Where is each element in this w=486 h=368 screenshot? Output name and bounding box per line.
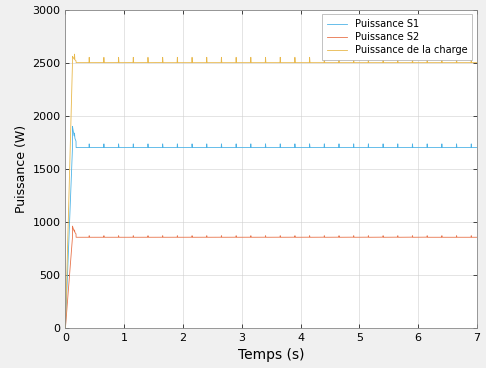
Puissance S1 <box>63 326 69 330</box>
Puissance de la charge <box>71 52 77 56</box>
Puissance S2 <box>278 235 284 240</box>
Puissance S1 <box>474 145 480 150</box>
Puissance S1 <box>69 160 75 164</box>
Puissance S1 <box>185 145 191 150</box>
Y-axis label: Puissance (W): Puissance (W) <box>15 125 28 213</box>
Puissance S2 <box>69 242 75 247</box>
Puissance S2 <box>152 235 158 240</box>
Puissance S2 <box>63 326 69 330</box>
Puissance de la charge <box>63 326 69 330</box>
Legend: Puissance S1, Puissance S2, Puissance de la charge: Puissance S1, Puissance S2, Puissance de… <box>322 14 472 60</box>
Puissance S2 <box>275 235 281 240</box>
Puissance de la charge <box>474 60 480 65</box>
X-axis label: Temps (s): Temps (s) <box>238 348 304 362</box>
Puissance de la charge <box>185 60 191 65</box>
Line: Puissance S1: Puissance S1 <box>66 126 477 328</box>
Puissance S1 <box>152 145 158 150</box>
Puissance S1 <box>275 145 281 150</box>
Puissance de la charge <box>152 60 158 65</box>
Line: Puissance S2: Puissance S2 <box>66 226 477 328</box>
Puissance de la charge <box>185 60 191 65</box>
Puissance S2 <box>474 235 480 240</box>
Puissance S1 <box>69 124 75 128</box>
Puissance S2 <box>69 224 75 228</box>
Puissance S2 <box>185 235 191 240</box>
Puissance de la charge <box>278 60 284 65</box>
Puissance de la charge <box>69 82 75 86</box>
Line: Puissance de la charge: Puissance de la charge <box>66 54 477 328</box>
Puissance S2 <box>185 235 191 240</box>
Puissance S1 <box>185 145 191 150</box>
Puissance S1 <box>278 145 284 150</box>
Puissance de la charge <box>275 60 281 65</box>
